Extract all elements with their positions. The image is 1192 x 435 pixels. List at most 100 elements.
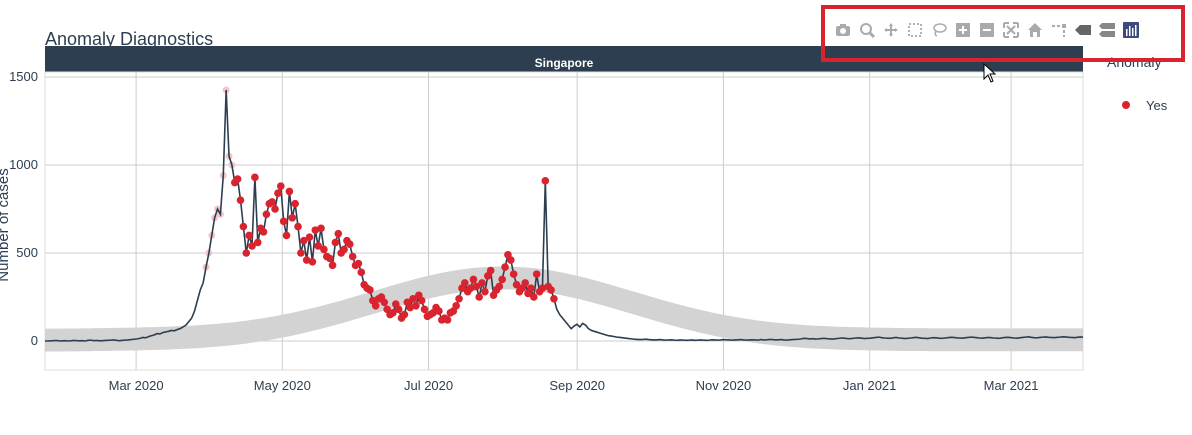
zoom-button[interactable] (857, 20, 877, 40)
anomaly-marker (248, 242, 256, 250)
anomaly-marker (328, 261, 337, 270)
anomaly-marker (274, 189, 282, 197)
anomaly-marker (357, 268, 366, 277)
anomaly-marker (443, 316, 452, 324)
modebar (833, 17, 1141, 43)
x-tick-label: Jan 2021 (843, 378, 897, 393)
anomaly-marker (512, 280, 521, 289)
anomaly-marker (394, 305, 403, 314)
x-tick-label: Sep 2020 (549, 378, 605, 393)
anomaly-marker (412, 302, 420, 310)
anomaly-marker (507, 256, 515, 264)
anomaly-marker (469, 275, 478, 284)
x-tick-label: May 2020 (254, 378, 311, 393)
anomaly-marker (314, 242, 322, 250)
mouse-cursor-icon (983, 63, 997, 83)
reset-axes-button[interactable] (1025, 20, 1045, 40)
anomaly-marker (481, 287, 489, 296)
anomaly-marker (259, 228, 268, 236)
anomaly-marker (550, 294, 558, 303)
anomaly-marker (262, 210, 271, 219)
anomaly-marker (371, 302, 380, 310)
anomaly-marker (478, 279, 486, 287)
anomaly-marker (498, 275, 506, 284)
x-tick-label: Mar 2020 (109, 378, 164, 393)
anomaly-marker (527, 284, 535, 293)
anomaly-marker (532, 270, 541, 278)
plot-area[interactable]: Mar 2020 May 2020 Jul 2020 Sep 2020 Nov 2020… (9, 69, 1084, 393)
anomaly-marker (325, 254, 334, 263)
camera-button[interactable] (833, 20, 853, 40)
anomaly-marker (282, 231, 291, 240)
x-tick-label: Jul 2020 (404, 378, 453, 393)
anomaly-marker (253, 238, 262, 247)
anomaly-marker (417, 296, 426, 305)
zoom-icon (860, 23, 875, 38)
anomaly-marker (320, 245, 328, 254)
x-tick-label: Mar 2021 (984, 378, 1039, 393)
anomaly-marker (239, 222, 248, 231)
zoom-out-icon (980, 23, 994, 37)
lasso-select-button[interactable] (929, 20, 949, 40)
anomaly-marker (348, 252, 357, 261)
pan-button[interactable] (881, 20, 901, 40)
anomaly-marker (317, 224, 325, 233)
anomaly-marker (245, 231, 253, 240)
anomaly-marker (389, 309, 397, 317)
legend-marker-yes[interactable] (1122, 101, 1130, 109)
zoom-out-button[interactable] (977, 20, 997, 40)
anomaly-marker (547, 286, 555, 294)
anomaly-marker (297, 249, 305, 257)
anomaly-marker (472, 282, 481, 291)
plotly-logo-icon (1123, 22, 1139, 38)
anomaly-marker (251, 173, 259, 182)
anomaly-marker (268, 198, 276, 206)
anomaly-marker (331, 238, 340, 247)
anomaly-marker (305, 233, 314, 241)
cases-line (45, 89, 1084, 342)
anomaly-marker (509, 270, 518, 278)
x-tick-label: Nov 2020 (696, 378, 752, 393)
anomaly-marker (380, 298, 389, 307)
hover-compare-button[interactable] (1097, 20, 1117, 40)
anomaly-marker (354, 259, 363, 268)
zoom-in-button[interactable] (953, 20, 973, 40)
anomaly-marker (302, 256, 311, 264)
anomaly-marker (311, 226, 320, 234)
legend-label-yes[interactable]: Yes (1146, 98, 1168, 113)
anomaly-marker (406, 303, 414, 312)
hover-closest-button[interactable] (1073, 20, 1093, 40)
chart-title: Anomaly Diagnostics (45, 29, 213, 49)
autoscale-button[interactable] (1001, 20, 1021, 40)
y-axis-label: Number of cases (0, 168, 12, 281)
anomaly-marker (521, 279, 529, 287)
anomaly-marker (276, 182, 285, 190)
anomaly-marker (345, 240, 354, 248)
anomaly-marker (475, 293, 483, 301)
anomaly-marker (400, 310, 409, 319)
plotly-logo-button[interactable] (1121, 20, 1141, 40)
anomaly-marker (271, 205, 279, 213)
anomaly-marker (495, 282, 504, 291)
anomaly-marker (420, 305, 429, 314)
hover-closest-icon (1075, 25, 1091, 35)
spike-lines-button[interactable] (1049, 20, 1069, 40)
anomaly-marker (541, 177, 550, 185)
anomaly-marker (291, 199, 299, 208)
anomaly-marker (299, 236, 308, 245)
y-tick-label: 1500 (9, 69, 38, 84)
box-select-button[interactable] (905, 20, 925, 40)
anomaly-marker (409, 294, 417, 303)
hover-compare-icon (1099, 23, 1115, 37)
anomaly-marker (288, 214, 297, 222)
box-select-icon (908, 23, 922, 37)
anomaly-marker (538, 284, 547, 293)
anomaly-marker (461, 279, 469, 287)
anomaly-marker (530, 293, 538, 301)
anomaly-marker (466, 284, 475, 293)
anomaly-marker (279, 217, 288, 226)
anomaly-marker (435, 307, 443, 315)
anomaly-marker (233, 175, 242, 183)
facet-label: Singapore (535, 56, 594, 70)
